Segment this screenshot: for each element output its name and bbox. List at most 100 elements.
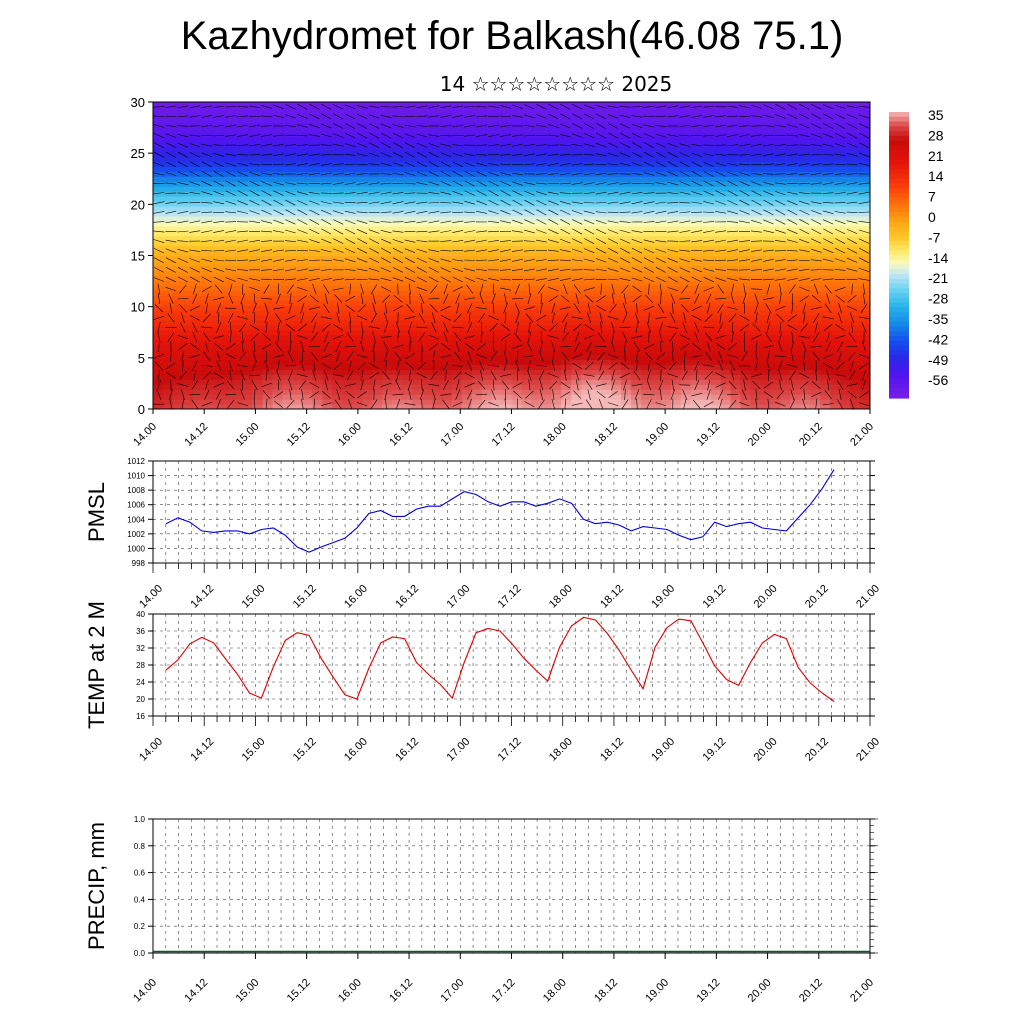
temperature-cell: [690, 235, 702, 242]
temperature-cell: [282, 359, 294, 366]
temperature-cell: [212, 116, 224, 123]
wind-barb: [440, 393, 452, 396]
temperature-cell: [182, 329, 194, 336]
temperature-cell: [232, 270, 244, 276]
temperature-cell: [581, 300, 592, 306]
temperature-cell: [650, 225, 662, 232]
wind-barb: [384, 389, 388, 401]
temperature-cell: [660, 314, 672, 321]
temperature-cell: [770, 359, 781, 366]
temperature-cell: [531, 186, 542, 192]
temperature-cell: [621, 384, 632, 390]
temperature-cell: [670, 225, 682, 232]
temperature-cell: [252, 196, 264, 202]
temperature-cell: [322, 369, 333, 375]
temperature-cell: [501, 309, 513, 316]
temperature-cell: [282, 205, 294, 212]
wind-barb: [608, 391, 618, 399]
temperature-cell: [611, 166, 622, 172]
temperature-cell: [501, 374, 513, 380]
wind-barb: [587, 389, 591, 400]
temperature-cell: [421, 240, 433, 247]
temperature-cell: [431, 359, 443, 366]
temperature-cell: [352, 141, 363, 148]
temperature-cell: [730, 176, 742, 182]
temperature-cell: [581, 270, 592, 276]
wind-barb: [501, 380, 510, 390]
temperature-cell: [780, 290, 791, 296]
temperature-cell: [810, 161, 821, 167]
temperature-cell: [611, 305, 622, 311]
temperature-cell: [481, 285, 493, 291]
temperature-cell: [441, 126, 453, 133]
wind-barb: [691, 354, 703, 358]
temperature-cell: [451, 364, 463, 370]
temperature-cell: [511, 369, 523, 375]
temperature-cell: [820, 394, 831, 400]
temperature-cell: [780, 102, 791, 108]
temperature-cell: [222, 329, 234, 336]
temperature-cell: [790, 324, 801, 331]
temperature-cell: [720, 161, 732, 167]
wind-barb: [477, 399, 486, 409]
temperature-cell: [601, 389, 612, 395]
temperature-cell: [640, 196, 652, 202]
temperature-cell: [860, 161, 870, 167]
temperature-cell: [710, 309, 722, 316]
temperature-cell: [640, 121, 652, 128]
temperature-cell: [521, 290, 533, 296]
temperature-cell: [730, 181, 742, 187]
temperature-cell: [670, 230, 682, 237]
temperature-cell: [690, 309, 702, 316]
temperature-cell: [710, 265, 722, 271]
temperature-cell: [850, 191, 861, 197]
temperature-cell: [252, 339, 264, 346]
temperature-cell: [362, 319, 373, 326]
wind-barb: [443, 331, 448, 343]
temperature-cell: [382, 121, 393, 128]
temperature-cell: [382, 116, 393, 123]
temperature-cell: [760, 201, 772, 207]
temperature-cell: [481, 314, 493, 321]
wind-barb: [394, 351, 402, 361]
temperature-cell: [650, 220, 662, 227]
temperature-cell: [401, 136, 413, 143]
temperature-cell: [411, 230, 423, 237]
temperature-cell: [382, 265, 393, 271]
temperature-cell: [511, 245, 523, 252]
temperature-cell: [551, 344, 562, 351]
temperature-cell: [172, 339, 184, 346]
temperature-cell: [700, 230, 712, 237]
wind-barb: [273, 354, 284, 359]
temperature-cell: [491, 131, 503, 138]
temperature-cell: [810, 339, 821, 346]
temperature-cell: [372, 334, 383, 341]
temperature-cell: [720, 329, 732, 336]
temperature-cell: [551, 235, 562, 242]
temperature-cell: [551, 156, 562, 163]
temperature-cell: [780, 215, 791, 222]
temperature-cell: [571, 389, 582, 395]
temperature-cell: [441, 319, 453, 326]
temperature-cell: [242, 166, 254, 172]
temperature-cell: [461, 210, 473, 217]
temperature-cell: [401, 250, 413, 257]
temperature-cell: [710, 230, 722, 237]
temperature-cell: [282, 126, 294, 133]
temperature-cell: [581, 305, 592, 311]
temperature-cell: [252, 171, 264, 177]
wind-barb: [298, 380, 306, 390]
temperature-cell: [680, 111, 692, 118]
temperature-cell: [202, 334, 214, 341]
temperature-cell: [680, 404, 692, 409]
wind-barb: [335, 341, 341, 352]
temperature-cell: [581, 220, 592, 227]
temperature-cell: [252, 364, 264, 370]
temperature-cell: [621, 220, 632, 227]
temperature-cell: [262, 354, 274, 361]
temperature-cell: [720, 136, 732, 143]
temperature-cell: [860, 176, 870, 182]
wind-barb: [416, 326, 428, 329]
temperature-cell: [750, 295, 762, 301]
wind-barb: [705, 351, 713, 361]
